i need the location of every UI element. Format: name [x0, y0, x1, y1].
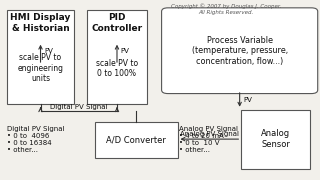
FancyBboxPatch shape — [87, 10, 147, 104]
Text: PV: PV — [121, 48, 130, 54]
Text: PV: PV — [44, 48, 53, 54]
Text: Analog PV Signal: Analog PV Signal — [180, 131, 239, 137]
Text: Digital PV Signal: Digital PV Signal — [50, 104, 108, 110]
Text: Analog
Sensor: Analog Sensor — [261, 129, 290, 149]
FancyBboxPatch shape — [95, 122, 178, 158]
FancyBboxPatch shape — [7, 10, 74, 104]
Text: Copyright © 2007 by Douglas J. Cooper.
All Rights Reserved.: Copyright © 2007 by Douglas J. Cooper. A… — [171, 3, 282, 15]
Text: HMI Display
& Historian: HMI Display & Historian — [10, 13, 71, 33]
Text: Digital PV Signal
• 0 to  4096
• 0 to 16384
• other...: Digital PV Signal • 0 to 4096 • 0 to 163… — [7, 126, 65, 153]
Text: PV: PV — [244, 97, 252, 103]
Text: scale PV to
0 to 100%: scale PV to 0 to 100% — [96, 59, 138, 78]
Text: Process Variable
(temperature, pressure,
concentration, flow...): Process Variable (temperature, pressure,… — [192, 36, 288, 66]
Text: A/D Converter: A/D Converter — [106, 136, 166, 145]
Text: PID
Controller: PID Controller — [92, 13, 142, 33]
Text: Analog PV Signal
• 4 to 20 mA
• 0 to  10 V
• other...: Analog PV Signal • 4 to 20 mA • 0 to 10 … — [179, 126, 238, 153]
Text: scale PV to
engineering
units: scale PV to engineering units — [18, 53, 64, 83]
FancyBboxPatch shape — [241, 110, 310, 169]
FancyBboxPatch shape — [162, 8, 318, 94]
